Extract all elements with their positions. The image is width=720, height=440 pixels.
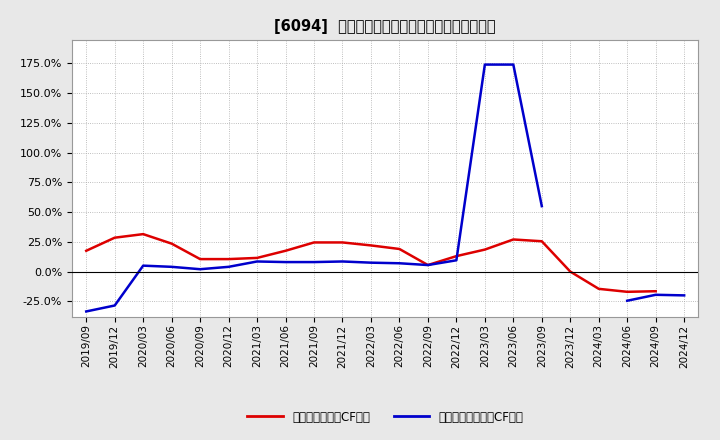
Legend: 有利子負債営業CF比率, 有利子負債フリーCF比率: 有利子負債営業CF比率, 有利子負債フリーCF比率 — [243, 406, 528, 428]
Title: [6094]  有利子負債キャッシュフロー比率の推移: [6094] 有利子負債キャッシュフロー比率の推移 — [274, 19, 496, 34]
